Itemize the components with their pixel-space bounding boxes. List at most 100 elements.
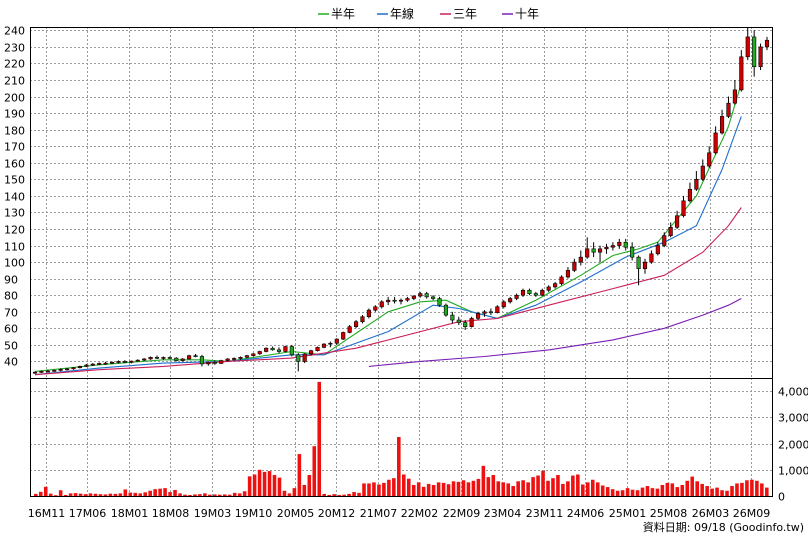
price-tick-label: 220 <box>4 58 25 71</box>
ma-line-ma_half <box>34 83 742 372</box>
candle-down <box>443 304 449 316</box>
volume-bar <box>725 490 729 496</box>
legend-label-0: 半年 <box>331 7 355 21</box>
candle-up <box>520 289 526 296</box>
x-tick-label: 20M05 <box>277 507 315 520</box>
volume-bar <box>98 494 103 496</box>
volume-bar <box>586 482 590 496</box>
x-tick-label: 22M02 <box>401 507 439 520</box>
ma-line-ma_3y <box>34 207 742 376</box>
volume-bar <box>521 480 525 496</box>
candle-up <box>540 289 545 296</box>
x-tick-label: 19M03 <box>194 507 232 520</box>
volume-bar <box>93 493 98 496</box>
volume-bar <box>78 493 83 496</box>
x-tick-label: 26M03 <box>692 507 730 520</box>
volume-bar <box>406 478 411 496</box>
volume-bar <box>342 494 346 496</box>
x-tick-label: 24M06 <box>567 507 605 520</box>
candle-up <box>642 261 648 270</box>
volume-bar <box>715 487 719 496</box>
candle-up <box>328 342 333 345</box>
x-axis: 16M11 17M06 18M01 18M08 19M03 19M10 20M05 20M12… <box>28 507 771 520</box>
candle-down <box>450 314 455 321</box>
candle-down <box>270 347 275 351</box>
candle-up <box>501 301 506 308</box>
volume-bar <box>123 489 128 496</box>
volume-bar <box>590 479 595 496</box>
volume-tick-label: 0 <box>778 491 785 504</box>
volume-bar <box>63 494 68 496</box>
price-tick-label: 60 <box>4 323 18 336</box>
candle-up <box>559 276 564 284</box>
price-tick-label: 160 <box>4 158 25 171</box>
volume-bar <box>561 483 565 496</box>
volume-bar <box>347 493 351 496</box>
candle-up <box>546 286 551 291</box>
candle-down <box>174 357 179 361</box>
price-tick-label: 90 <box>4 274 18 287</box>
volume-bar <box>272 475 277 496</box>
volume-bar <box>357 492 361 496</box>
volume-bar <box>610 489 615 496</box>
candle-up <box>315 347 320 351</box>
price-tick-label: 240 <box>4 25 25 38</box>
volume-bar <box>650 488 655 496</box>
volume-bar <box>476 478 481 496</box>
volume-bar <box>436 482 441 496</box>
candle-up <box>244 355 249 358</box>
candle-up <box>553 283 558 288</box>
candle-down <box>752 36 757 68</box>
volume-tick-label: 3,000 <box>778 412 808 425</box>
source-note: 資料日期: 09/18 (Goodinfo.tw) <box>643 520 804 534</box>
candle-up <box>565 270 571 278</box>
candle-up <box>745 36 750 58</box>
candle-down <box>630 246 635 258</box>
volume-bar <box>531 477 535 496</box>
ma-line-ma_10y <box>368 298 742 367</box>
volume-bar <box>148 490 152 496</box>
legend-label-1: 年線 <box>390 6 414 21</box>
price-tick-label: 170 <box>4 141 25 154</box>
candle-down <box>636 256 641 270</box>
volume-bar <box>421 486 426 496</box>
volume-bar <box>720 490 724 496</box>
candle-up <box>739 56 744 91</box>
candle-up <box>649 253 654 263</box>
volume-bar <box>640 487 645 496</box>
candle-up <box>321 343 327 348</box>
price-tick-label: 180 <box>4 125 25 138</box>
volume-bar <box>203 493 207 496</box>
candle-down <box>193 355 198 357</box>
legend-label-3: 十年 <box>515 7 539 21</box>
x-tick-label: 18M01 <box>111 507 149 520</box>
volume-bar <box>277 477 282 496</box>
candle-up <box>475 313 481 319</box>
volume-bar <box>441 482 446 496</box>
candle-up <box>694 179 699 190</box>
volume-bar <box>292 488 297 496</box>
candle-up <box>109 361 115 364</box>
volume-bar <box>451 481 456 496</box>
x-tick-label: 17M06 <box>69 507 107 520</box>
volume-bar <box>750 479 754 496</box>
candle-up <box>187 355 192 360</box>
candle-up <box>353 321 359 327</box>
candle-up <box>219 360 224 364</box>
candle-up <box>681 200 686 217</box>
price-tick-label: 140 <box>4 191 25 204</box>
candle-up <box>508 298 513 303</box>
volume-bar <box>262 471 267 496</box>
volume-bar <box>600 485 605 496</box>
price-tick-label: 100 <box>4 257 25 270</box>
candle-up <box>675 215 680 228</box>
volume-bar <box>710 488 714 496</box>
candle-up <box>764 39 770 48</box>
volume-bar <box>551 478 555 496</box>
volume-bar <box>382 482 386 496</box>
candle-up <box>302 353 307 362</box>
price-panel: 40 50 60 70 80 90 100 110 120 130 140 150 160 170 180 1… <box>4 25 773 379</box>
price-tick-label: 200 <box>4 92 25 105</box>
x-tick-label: 18M08 <box>152 507 190 520</box>
